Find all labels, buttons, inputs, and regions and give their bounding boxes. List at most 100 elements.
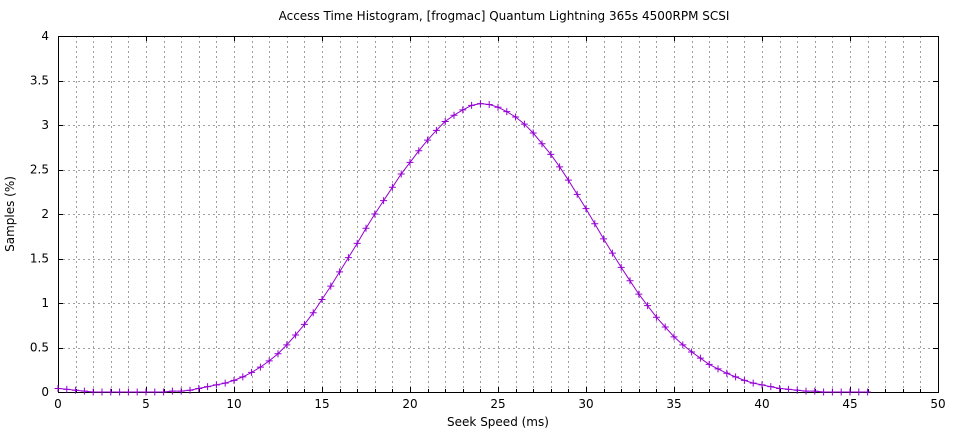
x-tick-label: 50	[930, 397, 945, 411]
data-point-marker	[784, 385, 792, 393]
data-point-marker	[116, 388, 124, 396]
data-point-marker	[248, 368, 256, 376]
data-point-marker	[644, 302, 652, 310]
data-point-marker	[318, 295, 326, 303]
data-point-marker	[864, 388, 872, 396]
data-point-marker	[740, 376, 748, 384]
data-point-marker	[732, 373, 740, 381]
data-point-marker	[749, 379, 757, 387]
data-point-marker	[344, 254, 352, 262]
data-point-marker	[476, 100, 484, 108]
data-point-marker	[327, 282, 335, 290]
y-tick-label: 3	[41, 118, 49, 132]
data-point-marker	[661, 323, 669, 331]
grid	[58, 36, 938, 392]
data-point-marker	[793, 386, 801, 394]
data-point-marker	[98, 388, 106, 396]
data-point-marker	[591, 220, 599, 228]
y-tick-label: 2.5	[30, 163, 49, 177]
data-point-marker	[168, 387, 176, 395]
data-point-marker	[450, 111, 458, 119]
y-tick-label: 4	[41, 29, 49, 43]
data-point-marker	[353, 239, 361, 247]
data-point-marker	[723, 369, 731, 377]
x-tick-label: 10	[226, 397, 241, 411]
data-point-marker	[811, 387, 819, 395]
data-point-marker	[186, 386, 194, 394]
data-point-marker	[670, 333, 678, 341]
data-point-marker	[776, 384, 784, 392]
x-tick-label: 20	[402, 397, 417, 411]
data-point-marker	[846, 388, 854, 396]
y-tick-label: 1.5	[30, 252, 49, 266]
data-point-marker	[380, 197, 388, 205]
data-point-marker	[529, 129, 537, 137]
data-point-marker	[626, 277, 634, 285]
data-point-marker	[459, 106, 467, 114]
data-point-marker	[617, 263, 625, 271]
data-point-marker	[468, 101, 476, 109]
axis-ticks: 0 5 10 15 20 25 30 35 40 45 50 0 0.5 1 1.5 2 2.5 3 3.5 4	[30, 29, 946, 411]
data-point-marker	[512, 113, 520, 121]
data-point-marker	[608, 249, 616, 257]
chart-title: Access Time Histogram, [frogmac] Quantum…	[279, 9, 730, 23]
x-tick-label: 15	[314, 397, 329, 411]
data-point-marker	[573, 190, 581, 198]
y-tick-label: 2	[41, 207, 49, 221]
data-point-marker	[107, 388, 115, 396]
data-point-marker	[274, 350, 282, 358]
data-point-marker	[494, 103, 502, 111]
data-point-marker	[837, 388, 845, 396]
y-tick-label: 3.5	[30, 74, 49, 88]
y-tick-label: 0	[41, 385, 49, 399]
data-point-marker	[239, 373, 247, 381]
data-point-marker	[424, 136, 432, 144]
data-point-marker	[652, 313, 660, 321]
data-point-marker	[556, 163, 564, 171]
data-point-marker	[212, 381, 220, 389]
data-point-marker	[265, 357, 273, 365]
x-tick-label: 25	[490, 397, 505, 411]
data-point-marker	[600, 235, 608, 243]
data-point-marker	[195, 384, 203, 392]
data-point-marker	[204, 383, 212, 391]
data-point-marker	[283, 341, 291, 349]
data-point-marker	[485, 101, 493, 109]
data-point-marker	[221, 379, 229, 387]
data-point-marker	[371, 210, 379, 218]
y-axis-title: Samples (%)	[3, 176, 17, 252]
data-point-marker	[855, 388, 863, 396]
data-point-marker	[714, 365, 722, 373]
x-tick-label: 30	[578, 397, 593, 411]
data-point-marker	[564, 176, 572, 184]
data-point-marker	[133, 388, 141, 396]
data-point-marker	[406, 158, 414, 166]
data-point-marker	[142, 388, 150, 396]
data-point-marker	[503, 108, 511, 116]
data-point-marker	[415, 147, 423, 155]
data-point-marker	[63, 385, 71, 393]
x-axis-title: Seek Speed (ms)	[447, 415, 549, 429]
data-point-marker	[696, 354, 704, 362]
data-point-marker	[160, 388, 168, 396]
data-point-marker	[362, 224, 370, 232]
x-tick-label: 45	[842, 397, 857, 411]
data-point-marker	[151, 388, 159, 396]
data-point-marker	[820, 388, 828, 396]
y-tick-label: 0.5	[30, 341, 49, 355]
x-tick-label: 40	[754, 397, 769, 411]
data-point-marker	[256, 363, 264, 371]
data-point-marker	[72, 386, 80, 394]
x-tick-label: 0	[54, 397, 62, 411]
data-point-marker	[688, 348, 696, 356]
data-point-marker	[758, 381, 766, 389]
data-point-marker	[336, 268, 344, 276]
x-tick-label: 35	[666, 397, 681, 411]
data-point-marker	[679, 341, 687, 349]
data-point-marker	[300, 320, 308, 328]
data-point-marker	[802, 387, 810, 395]
data-point-marker	[705, 360, 713, 368]
data-point-marker	[538, 140, 546, 148]
